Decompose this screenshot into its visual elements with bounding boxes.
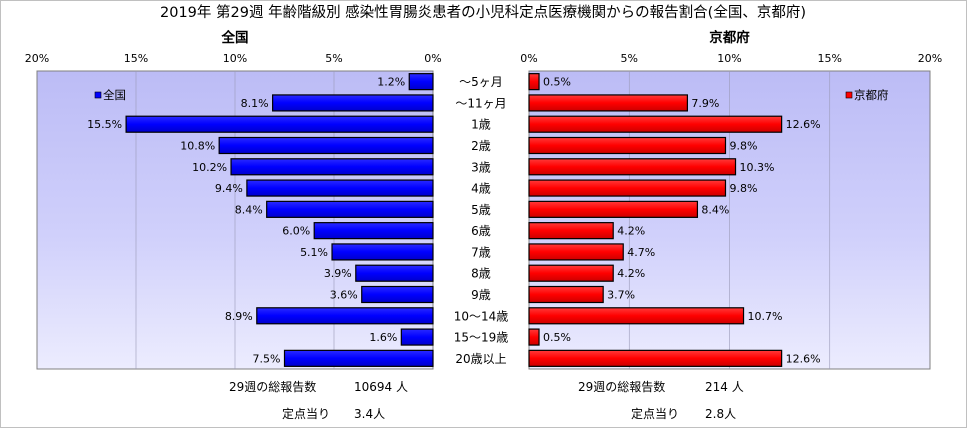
kyoto-data-label: 9.8% <box>729 140 757 153</box>
category-label: 3歳 <box>471 160 491 174</box>
category-label: 6歳 <box>471 224 491 238</box>
kyoto-bar <box>528 158 737 176</box>
category-label: 15～19歳 <box>454 331 509 345</box>
national-x-tick-label: 10% <box>223 52 247 65</box>
kyoto-bar <box>528 328 540 346</box>
kyoto-legend-swatch <box>845 91 853 99</box>
category-label: 4歳 <box>471 182 491 196</box>
kyoto-x-tick-label: 0% <box>520 52 537 65</box>
national-bar <box>266 200 434 218</box>
national-total-value: 10694 人 <box>354 380 408 394</box>
kyoto-x-tick-label: 15% <box>818 52 842 65</box>
national-x-tick-label: 0% <box>424 52 441 65</box>
national-data-label: 8.1% <box>241 97 269 110</box>
kyoto-data-label: 12.6% <box>786 352 821 365</box>
national-data-label: 7.5% <box>253 352 281 365</box>
kyoto-bar <box>528 222 614 240</box>
category-label: 5歳 <box>471 203 491 217</box>
kyoto-data-label: 8.4% <box>701 203 729 216</box>
category-label: ～5ヶ月 <box>459 75 503 89</box>
national-bar <box>246 179 434 197</box>
national-data-label: 8.4% <box>235 203 263 216</box>
national-data-label: 8.9% <box>225 310 253 323</box>
chart-title: 2019年 第29週 年齢階級別 感染性胃腸炎患者の小児科定点医療機関からの報告… <box>160 3 806 21</box>
national-data-label: 5.1% <box>300 246 328 259</box>
kyoto-bar <box>528 243 624 261</box>
kyoto-total-value: 214 人 <box>705 380 744 394</box>
kyoto-bar <box>528 136 727 155</box>
kyoto-legend-label: 京都府 <box>854 88 889 102</box>
national-bar <box>313 222 434 240</box>
national-data-label: 3.9% <box>324 267 352 280</box>
national-data-label: 1.6% <box>369 331 397 344</box>
kyoto-bar <box>528 200 699 218</box>
kyoto-data-label: 3.7% <box>607 289 635 302</box>
national-bar <box>256 307 434 325</box>
kyoto-x-tick-label: 5% <box>621 52 638 65</box>
national-bar <box>355 264 434 282</box>
national-x-tick-label: 20% <box>25 52 49 65</box>
kyoto-data-label: 0.5% <box>543 331 571 344</box>
national-total-label: 29週の総報告数 <box>229 380 317 394</box>
category-label: ～11ヶ月 <box>455 96 506 110</box>
national-bar <box>230 158 434 176</box>
category-label: 1歳 <box>471 118 491 132</box>
kyoto-panel-title: 京都府 <box>709 29 750 46</box>
national-bar <box>272 94 434 112</box>
kyoto-bar <box>528 179 727 197</box>
kyoto-data-label: 10.7% <box>748 310 783 323</box>
category-label: 10～14歳 <box>454 309 509 323</box>
national-per-label: 定点当り <box>282 407 331 421</box>
national-legend-swatch <box>94 91 102 99</box>
kyoto-bar <box>528 94 688 112</box>
national-bar <box>218 136 434 155</box>
national-data-label: 15.5% <box>87 118 122 131</box>
national-legend-label: 全国 <box>103 88 126 102</box>
kyoto-bar <box>528 264 614 282</box>
kyoto-data-label: 10.3% <box>740 161 775 174</box>
national-bar <box>125 115 434 133</box>
national-x-tick-label: 15% <box>124 52 148 65</box>
kyoto-per-value: 2.8人 <box>705 407 737 421</box>
kyoto-data-label: 4.2% <box>617 267 645 280</box>
category-label: 7歳 <box>471 245 491 259</box>
national-per-value: 3.4人 <box>354 407 386 421</box>
national-data-label: 9.4% <box>215 182 243 195</box>
kyoto-bar <box>528 73 540 91</box>
right-panel: 0% 5% 10% 15% 20% 京都府 0.5% 7.9% 12.6% 9.8% 10.3% 9.… <box>520 29 942 370</box>
kyoto-bar <box>528 349 783 367</box>
category-labels: ～5ヶ月 ～11ヶ月 1歳 2歳 3歳 4歳 5歳 6歳 7歳 8歳 9歳 10～14歳 15～19歳 2… <box>454 75 509 366</box>
kyoto-bar <box>528 285 604 304</box>
national-bar <box>361 285 434 304</box>
kyoto-data-label: 4.2% <box>617 225 645 238</box>
kyoto-total-label: 29週の総報告数 <box>578 380 666 394</box>
category-label: 8歳 <box>471 267 491 281</box>
kyoto-bar <box>528 115 783 133</box>
category-label: 2歳 <box>471 139 491 153</box>
kyoto-per-label: 定点当り <box>631 407 680 421</box>
national-bar <box>283 349 434 367</box>
kyoto-bar <box>528 307 745 325</box>
national-bar <box>331 243 434 261</box>
national-x-tick-label: 5% <box>325 52 342 65</box>
national-panel-title: 全国 <box>221 29 249 46</box>
kyoto-data-label: 7.9% <box>691 97 719 110</box>
kyoto-data-label: 0.5% <box>543 76 571 89</box>
national-bar <box>400 328 434 346</box>
national-data-label: 3.6% <box>330 289 358 302</box>
category-label: 9歳 <box>471 288 491 302</box>
national-data-label: 10.2% <box>192 161 227 174</box>
kyoto-x-tick-label: 20% <box>918 52 942 65</box>
national-bar <box>408 73 434 91</box>
kyoto-data-label: 12.6% <box>786 118 821 131</box>
kyoto-data-label: 9.8% <box>729 182 757 195</box>
category-label: 20歳以上 <box>455 352 506 366</box>
national-data-label: 1.2% <box>377 76 405 89</box>
kyoto-data-label: 4.7% <box>627 246 655 259</box>
national-data-label: 6.0% <box>282 225 310 238</box>
left-panel: 20% 15% 10% 5% 0% 全国 1.2% 8.1% 15.5% 10.8% 10.2% 9.… <box>25 29 442 370</box>
kyoto-x-tick-label: 10% <box>717 52 741 65</box>
national-data-label: 10.8% <box>180 140 215 153</box>
